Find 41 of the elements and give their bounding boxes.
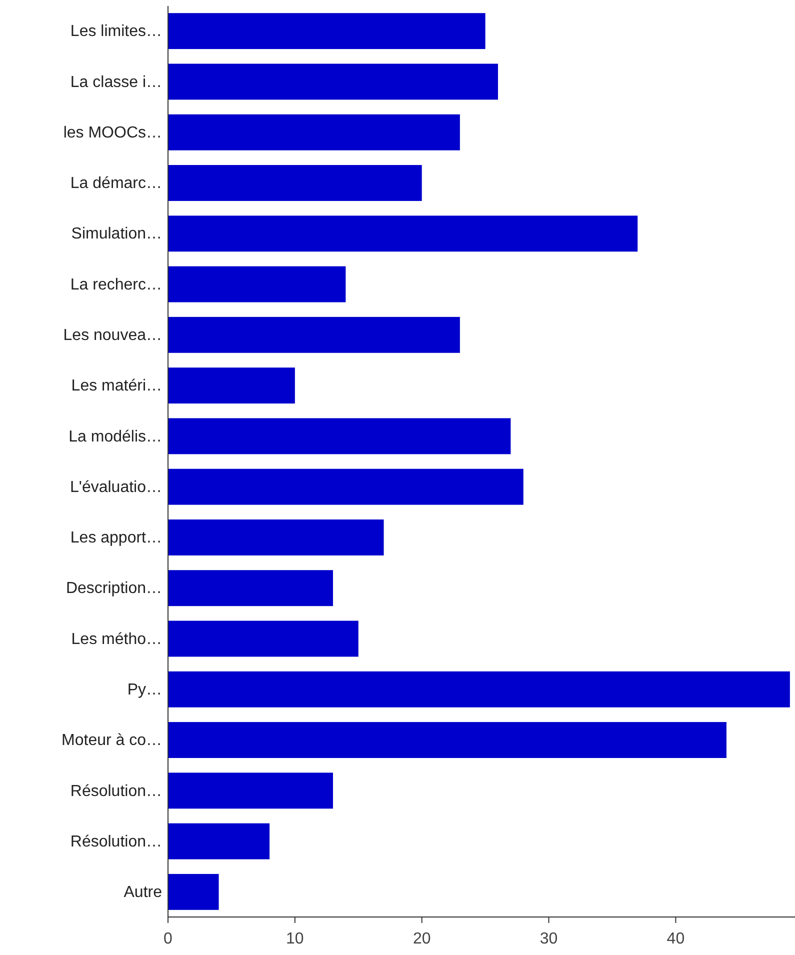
x-tick-label: 20 [412, 930, 431, 948]
y-tick-label: Simulation… [71, 226, 162, 243]
y-tick-label: Autre [124, 884, 162, 902]
bar [168, 671, 790, 708]
y-tick-label: Moteur à co… [62, 732, 162, 750]
x-tick-label: 40 [666, 930, 685, 948]
bar [168, 468, 524, 505]
bar [168, 874, 219, 910]
bar [168, 316, 460, 353]
y-tick-label: Description… [66, 580, 162, 598]
bar [168, 13, 486, 50]
x-tick-label: 10 [286, 930, 304, 948]
bar [168, 64, 498, 100]
bar [168, 114, 460, 150]
y-tick-label: Les nouvea… [63, 327, 162, 344]
y-tick-label: Résolution… [70, 782, 162, 800]
y-tick-label: Résolution… [70, 833, 162, 850]
y-tick-label: L'évaluatio… [70, 478, 162, 496]
x-tick-label: 0 [164, 930, 173, 948]
y-tick-label: La classe i… [70, 74, 162, 91]
y-tick-label: Les matéri… [71, 378, 162, 395]
bar [168, 165, 422, 201]
y-tick-label: La démarc… [70, 175, 162, 192]
bar [168, 216, 638, 252]
bar [168, 823, 270, 860]
y-tick-label: Les limites… [70, 23, 162, 40]
bar [168, 266, 346, 302]
y-tick-label: Py… [127, 681, 162, 698]
bar [168, 722, 726, 758]
bar [168, 772, 333, 809]
bar [168, 570, 333, 606]
x-tick-label: 30 [540, 930, 558, 948]
y-tick-label: les MOOCs… [63, 124, 162, 142]
bar [168, 418, 511, 454]
y-tick-label: La recherc… [70, 276, 162, 294]
bar [168, 368, 295, 404]
y-tick-label: Les apport… [70, 530, 162, 547]
bar [168, 620, 358, 657]
y-tick-label: La modélis… [68, 428, 162, 446]
y-tick-label: Les métho… [71, 630, 162, 648]
bar [168, 519, 384, 556]
